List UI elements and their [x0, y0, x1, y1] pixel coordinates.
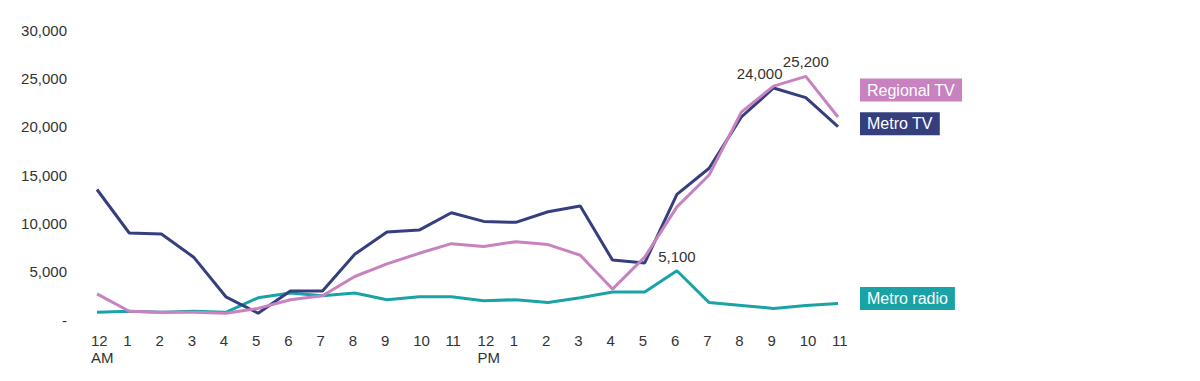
svg-text:9: 9 [768, 332, 776, 349]
svg-text:1: 1 [123, 332, 131, 349]
svg-text:11: 11 [832, 332, 848, 349]
svg-text:5: 5 [252, 332, 260, 349]
svg-text:10,000: 10,000 [21, 215, 67, 232]
svg-text:1: 1 [510, 332, 518, 349]
svg-text:11: 11 [445, 332, 461, 349]
svg-text:Regional TV: Regional TV [867, 82, 955, 99]
svg-text:6: 6 [671, 332, 679, 349]
svg-text:PM: PM [478, 349, 501, 366]
svg-text:2: 2 [542, 332, 550, 349]
svg-text:10: 10 [413, 332, 430, 349]
svg-text:9: 9 [381, 332, 389, 349]
svg-text:8: 8 [349, 332, 357, 349]
svg-text:Metro radio: Metro radio [867, 290, 948, 307]
svg-text:24,000: 24,000 [737, 65, 783, 82]
svg-text:5,100: 5,100 [658, 248, 696, 265]
svg-text:25,200: 25,200 [783, 53, 829, 70]
svg-text:AM: AM [91, 349, 114, 366]
svg-text:4: 4 [606, 332, 614, 349]
svg-text:12: 12 [91, 332, 108, 349]
svg-text:5,000: 5,000 [29, 263, 67, 280]
svg-text:3: 3 [188, 332, 196, 349]
svg-text:4: 4 [220, 332, 228, 349]
svg-text:20,000: 20,000 [21, 118, 67, 135]
svg-text:7: 7 [317, 332, 325, 349]
svg-text:15,000: 15,000 [21, 167, 67, 184]
svg-text:7: 7 [703, 332, 711, 349]
svg-text:30,000: 30,000 [21, 22, 67, 39]
svg-text:5: 5 [639, 332, 647, 349]
svg-text:-: - [62, 312, 67, 329]
svg-text:6: 6 [284, 332, 292, 349]
svg-text:3: 3 [574, 332, 582, 349]
svg-text:Metro TV: Metro TV [867, 115, 933, 132]
svg-text:25,000: 25,000 [21, 70, 67, 87]
svg-text:8: 8 [735, 332, 743, 349]
svg-text:2: 2 [155, 332, 163, 349]
svg-text:12: 12 [478, 332, 495, 349]
svg-text:10: 10 [800, 332, 817, 349]
